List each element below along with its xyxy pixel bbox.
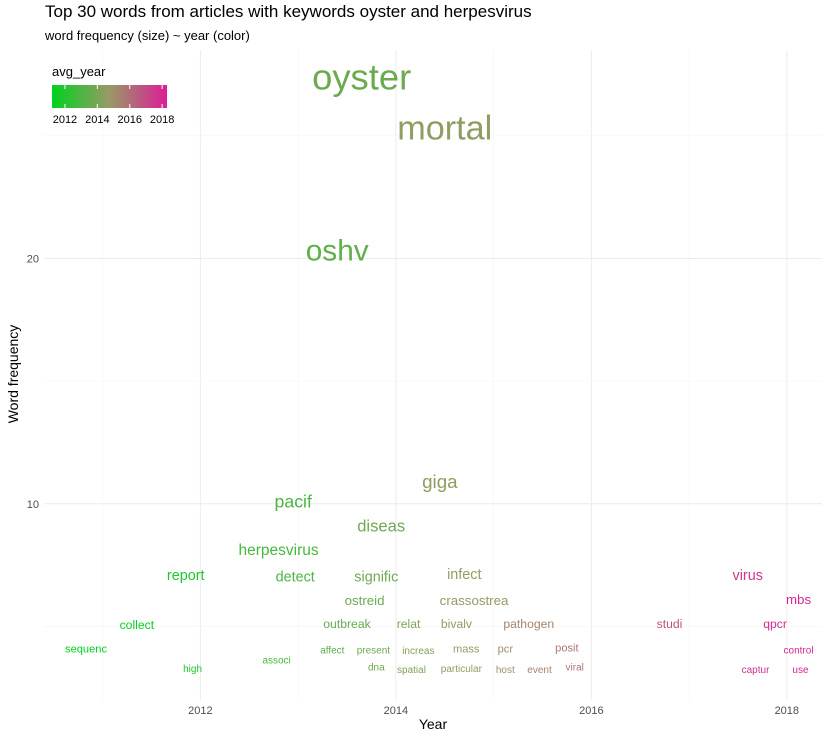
- word-relat: relat: [397, 617, 421, 631]
- legend-title: avg_year: [52, 64, 106, 79]
- word-particular: particular: [441, 664, 483, 675]
- word-collect: collect: [120, 618, 155, 632]
- legend-tick-label: 2014: [85, 114, 109, 126]
- word-use: use: [792, 665, 809, 676]
- word-report: report: [167, 568, 205, 584]
- x-tick-label: 2014: [384, 705, 408, 717]
- word-bivalv: bivalv: [441, 617, 473, 631]
- legend-tick-label: 2012: [53, 114, 77, 126]
- word-herpesvirus: herpesvirus: [239, 542, 319, 559]
- word-ostreid: ostreid: [345, 593, 385, 608]
- word-posit: posit: [555, 642, 578, 654]
- word-associ: associ: [262, 655, 290, 666]
- x-tick-label: 2012: [188, 705, 212, 717]
- word-high: high: [183, 664, 202, 675]
- word-viral: viral: [566, 663, 584, 674]
- word-studi: studi: [657, 617, 683, 631]
- word-detect: detect: [276, 569, 315, 585]
- word-dna: dna: [368, 663, 385, 674]
- word-crassostrea: crassostrea: [440, 593, 509, 608]
- y-axis-ticks: 10 20: [27, 253, 39, 510]
- word-mass: mass: [453, 644, 480, 656]
- word-captur: captur: [742, 665, 770, 676]
- word-labels: oyster mortal oshv giga pacif diseas herpesvir…: [65, 56, 813, 676]
- grid-lines: [44, 50, 822, 700]
- word-control: control: [784, 645, 814, 656]
- word-infect: infect: [447, 567, 481, 583]
- word-giga: giga: [422, 471, 458, 492]
- word-oshv: oshv: [306, 235, 369, 268]
- y-tick-label: 10: [27, 499, 39, 511]
- word-oyster: oyster: [312, 56, 411, 97]
- legend-tick-label: 2018: [150, 114, 174, 126]
- color-legend: avg_year 2012 2014 2016 2018: [52, 64, 174, 126]
- y-tick-label: 20: [27, 253, 39, 265]
- word-host: host: [496, 665, 515, 676]
- x-tick-label: 2016: [579, 705, 603, 717]
- word-event: event: [527, 665, 552, 676]
- word-mortal: mortal: [397, 109, 492, 147]
- chart-title: Top 30 words from articles with keywords…: [45, 2, 532, 21]
- word-pcr: pcr: [498, 644, 514, 656]
- word-qpcr: qpcr: [763, 617, 787, 631]
- y-axis-title: Word frequency: [5, 325, 21, 424]
- word-sequenc: sequenc: [65, 644, 107, 656]
- legend-ticks: 2012 2014 2016 2018: [53, 85, 174, 126]
- word-mbs: mbs: [786, 592, 811, 607]
- word-outbreak: outbreak: [323, 617, 371, 631]
- legend-colorbar: [52, 85, 167, 108]
- word-increas: increas: [402, 646, 434, 657]
- word-virus: virus: [733, 568, 763, 584]
- word-signific: signific: [354, 569, 398, 585]
- x-axis-title: Year: [419, 716, 448, 732]
- x-tick-label: 2018: [775, 705, 799, 717]
- word-pacif: pacif: [275, 491, 312, 511]
- x-axis-ticks: 2012 2014 2016 2018: [188, 705, 799, 717]
- word-diseas: diseas: [357, 516, 405, 535]
- chart-subtitle: word frequency (size) ~ year (color): [44, 28, 250, 43]
- word-present: present: [357, 645, 391, 656]
- legend-tick-label: 2016: [118, 114, 142, 126]
- word-affect: affect: [320, 645, 344, 656]
- word-spatial: spatial: [397, 665, 426, 676]
- word-pathogen: pathogen: [503, 617, 554, 631]
